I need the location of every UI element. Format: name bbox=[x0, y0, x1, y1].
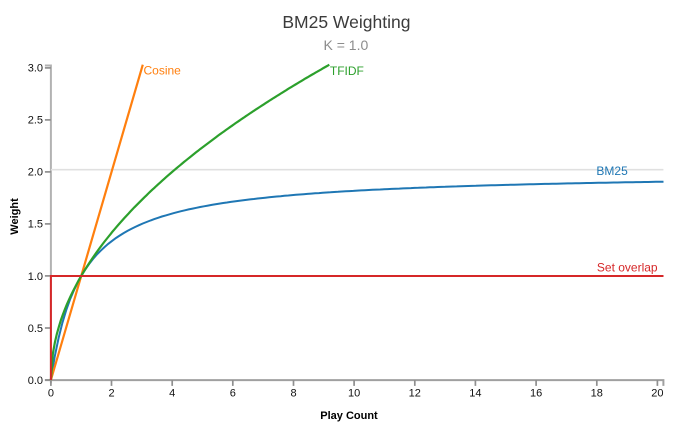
svg-text:3.0: 3.0 bbox=[28, 63, 43, 75]
svg-text:K = 1.0: K = 1.0 bbox=[324, 37, 369, 53]
svg-text:0.5: 0.5 bbox=[28, 323, 43, 335]
svg-text:Play Count: Play Count bbox=[320, 410, 378, 422]
svg-text:16: 16 bbox=[530, 388, 542, 400]
svg-text:4: 4 bbox=[169, 388, 175, 400]
svg-text:0: 0 bbox=[48, 388, 54, 400]
svg-text:BM25: BM25 bbox=[596, 164, 628, 178]
svg-text:2: 2 bbox=[108, 388, 114, 400]
svg-text:10: 10 bbox=[348, 388, 360, 400]
svg-text:1.0: 1.0 bbox=[28, 271, 43, 283]
svg-text:6: 6 bbox=[230, 388, 236, 400]
svg-text:2.5: 2.5 bbox=[28, 115, 43, 127]
svg-text:14: 14 bbox=[469, 388, 481, 400]
svg-text:20: 20 bbox=[651, 388, 663, 400]
svg-text:2.0: 2.0 bbox=[28, 167, 43, 179]
svg-text:TFIDF: TFIDF bbox=[330, 64, 364, 78]
svg-text:1.5: 1.5 bbox=[28, 219, 43, 231]
svg-text:12: 12 bbox=[409, 388, 421, 400]
svg-text:18: 18 bbox=[591, 388, 603, 400]
svg-text:Cosine: Cosine bbox=[144, 64, 182, 78]
svg-text:0.0: 0.0 bbox=[28, 375, 43, 387]
svg-text:Set overlap: Set overlap bbox=[597, 261, 658, 275]
svg-text:BM25 Weighting: BM25 Weighting bbox=[282, 12, 410, 32]
svg-text:Weight: Weight bbox=[9, 198, 21, 235]
svg-text:8: 8 bbox=[290, 388, 296, 400]
